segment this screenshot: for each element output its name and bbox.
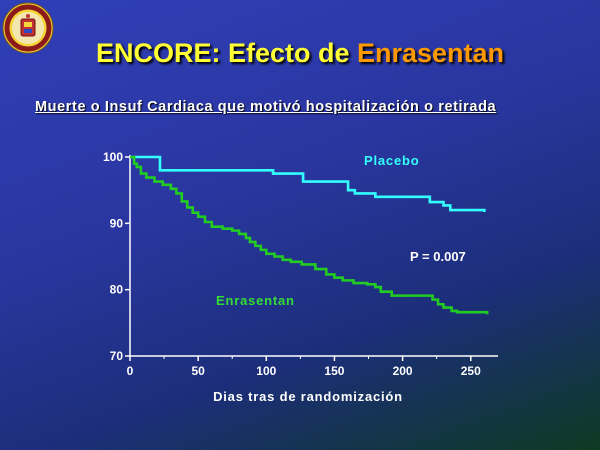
y-tick-label: 80 xyxy=(110,283,124,297)
p-value-annotation: P = 0.007 xyxy=(410,249,466,264)
y-tick-label: 100 xyxy=(103,150,123,164)
chart-labels: Dias tras de randomización Placebo Enrasen… xyxy=(213,153,466,404)
x-tick-label: 250 xyxy=(461,364,481,378)
series-label-placebo: Placebo xyxy=(364,153,419,168)
y-tick-label: 70 xyxy=(110,349,124,363)
series-label-enrasentan: Enrasentan xyxy=(216,293,295,308)
university-seal-logo xyxy=(2,2,54,54)
slide-title: ENCORE: Efecto de Enrasentan xyxy=(0,38,600,69)
series-line-placebo xyxy=(130,155,486,213)
x-tick-label: 50 xyxy=(191,364,205,378)
chart-lines xyxy=(130,155,489,315)
x-tick-label: 0 xyxy=(127,364,134,378)
x-tick-label: 200 xyxy=(393,364,413,378)
x-tick-label: 150 xyxy=(324,364,344,378)
y-tick-label: 90 xyxy=(110,216,124,230)
x-tick-label: 100 xyxy=(256,364,276,378)
chart-subtitle: Muerte o Insuf Cardiaca que motivó hospi… xyxy=(35,99,497,115)
x-axis-label: Dias tras de randomización xyxy=(213,389,403,404)
title-drug-name: Enrasentan xyxy=(356,38,505,68)
series-line-enrasentan xyxy=(130,155,489,315)
title-main: ENCORE: Efecto de xyxy=(95,38,357,68)
chart-ticks: 70 80 90 100 0 50 100 150 200 250 xyxy=(103,150,481,378)
